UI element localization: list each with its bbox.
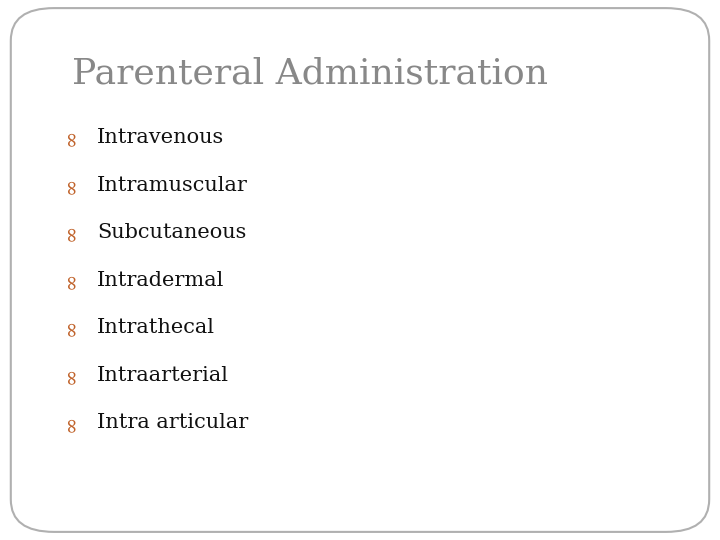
- Text: Subcutaneous: Subcutaneous: [97, 223, 246, 242]
- Text: ∞: ∞: [61, 224, 80, 241]
- Text: ∞: ∞: [61, 367, 80, 384]
- Text: ∞: ∞: [61, 319, 80, 336]
- Text: Intraarterial: Intraarterial: [97, 366, 229, 385]
- Text: Parenteral Administration: Parenteral Administration: [72, 57, 548, 91]
- Text: Intradermal: Intradermal: [97, 271, 225, 290]
- Text: ∞: ∞: [61, 272, 80, 289]
- Text: Intramuscular: Intramuscular: [97, 176, 248, 195]
- Text: Intravenous: Intravenous: [97, 128, 225, 147]
- Text: ∞: ∞: [61, 414, 80, 431]
- Text: ∞: ∞: [61, 129, 80, 146]
- Text: Intrathecal: Intrathecal: [97, 318, 215, 338]
- Text: Intra articular: Intra articular: [97, 413, 248, 433]
- Text: ∞: ∞: [61, 177, 80, 194]
- FancyBboxPatch shape: [11, 8, 709, 532]
